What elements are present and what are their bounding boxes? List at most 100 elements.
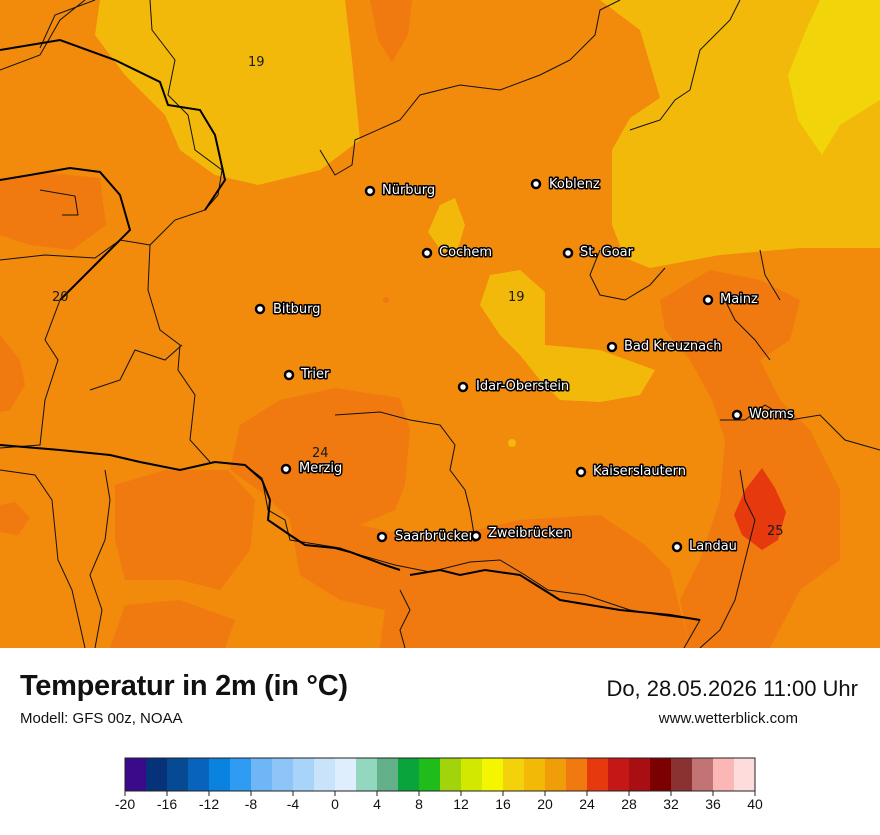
city-label: Worms [749,407,794,422]
city-mainz[interactable]: Mainz [702,291,760,309]
temperature-map: 19 20 19 24 25 Nürburg Koblenz Cochem St… [0,0,880,648]
legend-swatch [167,758,189,791]
legend-swatch [482,758,504,791]
city-bitburg[interactable]: Bitburg [254,301,322,319]
city-label: Nürburg [382,183,435,198]
cool-zone-cochem [428,198,465,252]
legend-swatch [293,758,315,791]
legend-tick-label: -4 [287,796,300,812]
legend-tick-label: 40 [747,796,763,812]
legend-swatch [503,758,525,791]
city-kaiserslautern[interactable]: Kaiserslautern [575,463,688,481]
warm-zone-southwest [115,470,255,590]
legend-tick-label: 16 [495,796,511,812]
city-landau[interactable]: Landau [671,538,738,556]
website-link[interactable]: www.wetterblick.com [658,710,798,727]
legend-swatch [440,758,462,791]
legend-swatch [125,758,147,791]
isotherm-label: 19 [508,290,525,305]
legend-swatch [419,758,441,791]
legend-swatch [272,758,294,791]
legend-swatch [524,758,546,791]
legend-swatch [713,758,735,791]
cool-zone-center [480,270,655,402]
model-info: Modell: GFS 00z, NOAA [20,710,183,727]
legend-tick-label: 20 [537,796,553,812]
legend-swatch [587,758,609,791]
warm-zone-west-edge [0,335,25,412]
city-koblenz[interactable]: Koblenz [530,176,601,194]
legend-swatch [314,758,336,791]
city-label: Bitburg [273,302,321,317]
warm-dot [383,297,389,303]
legend-ticks: -20 -16 -12 -8 -4 0 4 8 12 16 20 24 28 32 36 40 [115,791,763,812]
city-label: Landau [689,539,737,554]
city-idar-oberstein[interactable]: Idar-Oberstein [457,378,571,396]
warmest-yellow-ne [788,0,880,155]
legend-swatch [734,758,756,791]
legend-swatch [650,758,672,791]
city-label: Zweibrücken [488,526,571,541]
city-cochem[interactable]: Cochem [421,244,494,262]
city-label: Cochem [439,245,492,260]
city-label: St. Goar [580,245,634,260]
legend-svg: -20 -16 -12 -8 -4 0 4 8 12 16 20 24 28 32 36 40 [115,757,763,812]
warm-zone-west [0,172,106,250]
legend-swatch [398,758,420,791]
legend-swatch [671,758,693,791]
legend-swatch [251,758,273,791]
map-svg: 19 20 19 24 25 Nürburg Koblenz Cochem St… [0,0,880,648]
legend-swatch [335,758,357,791]
city-markers: Nürburg Koblenz Cochem St. Goar Mainz Bi… [254,176,795,556]
legend-tick-label: 0 [331,796,339,812]
hot-zone-landau [734,468,786,550]
legend-tick-label: -20 [115,796,135,812]
legend-tick-label: 32 [663,796,679,812]
legend-swatch [209,758,231,791]
city-merzig[interactable]: Merzig [280,460,344,478]
city-worms[interactable]: Worms [731,406,795,424]
city-label: Mainz [720,292,758,307]
legend-frame [124,757,756,792]
city-label: Kaiserslautern [593,464,686,479]
legend-tick-label: 4 [373,796,381,812]
legend-swatch [146,758,168,791]
warm-patch-north [370,0,412,62]
legend-tick-label: 24 [579,796,595,812]
legend-tick-label: -8 [245,796,258,812]
city-label: Merzig [299,461,342,476]
legend-tick-label: 8 [415,796,423,812]
legend-swatch [461,758,483,791]
warm-zone-east [660,270,840,648]
isotherm-label: 19 [248,55,265,70]
country-borders [0,38,701,621]
warm-zone-south [230,388,410,525]
legend-swatch [377,758,399,791]
legend-swatch [629,758,651,791]
warm-zone-sw-edge [0,502,30,535]
legend-swatch [545,758,567,791]
city-trier[interactable]: Trier [283,366,331,384]
city-nuerburg[interactable]: Nürburg [364,182,437,200]
cool-dot [508,439,516,447]
city-bad-kreuznach[interactable]: Bad Kreuznach [606,338,723,356]
city-label: Saarbrücken [395,529,477,544]
city-label: Bad Kreuznach [624,339,722,354]
legend-tick-label: 12 [453,796,469,812]
forecast-datetime: Do, 28.05.2026 11:00 Uhr [606,676,858,701]
warm-zone-bottom-left [110,600,235,648]
city-label: Trier [300,367,330,382]
map-title: Temperatur in 2m (in °C) [20,670,348,702]
isotherm-label: 25 [767,524,784,539]
isotherm-label: 20 [52,290,69,305]
legend-swatch [230,758,252,791]
city-st-goar[interactable]: St. Goar [562,244,635,262]
legend-swatch [608,758,630,791]
legend-swatch [566,758,588,791]
legend-tick-label: 36 [705,796,721,812]
legend-swatches [125,758,756,791]
city-zweibruecken[interactable]: Zweibrücken [470,525,573,543]
legend-swatch [188,758,210,791]
color-legend: -20 -16 -12 -8 -4 0 4 8 12 16 20 24 28 32 36 40 [0,750,880,830]
city-saarbruecken[interactable]: Saarbrücken [376,528,478,546]
